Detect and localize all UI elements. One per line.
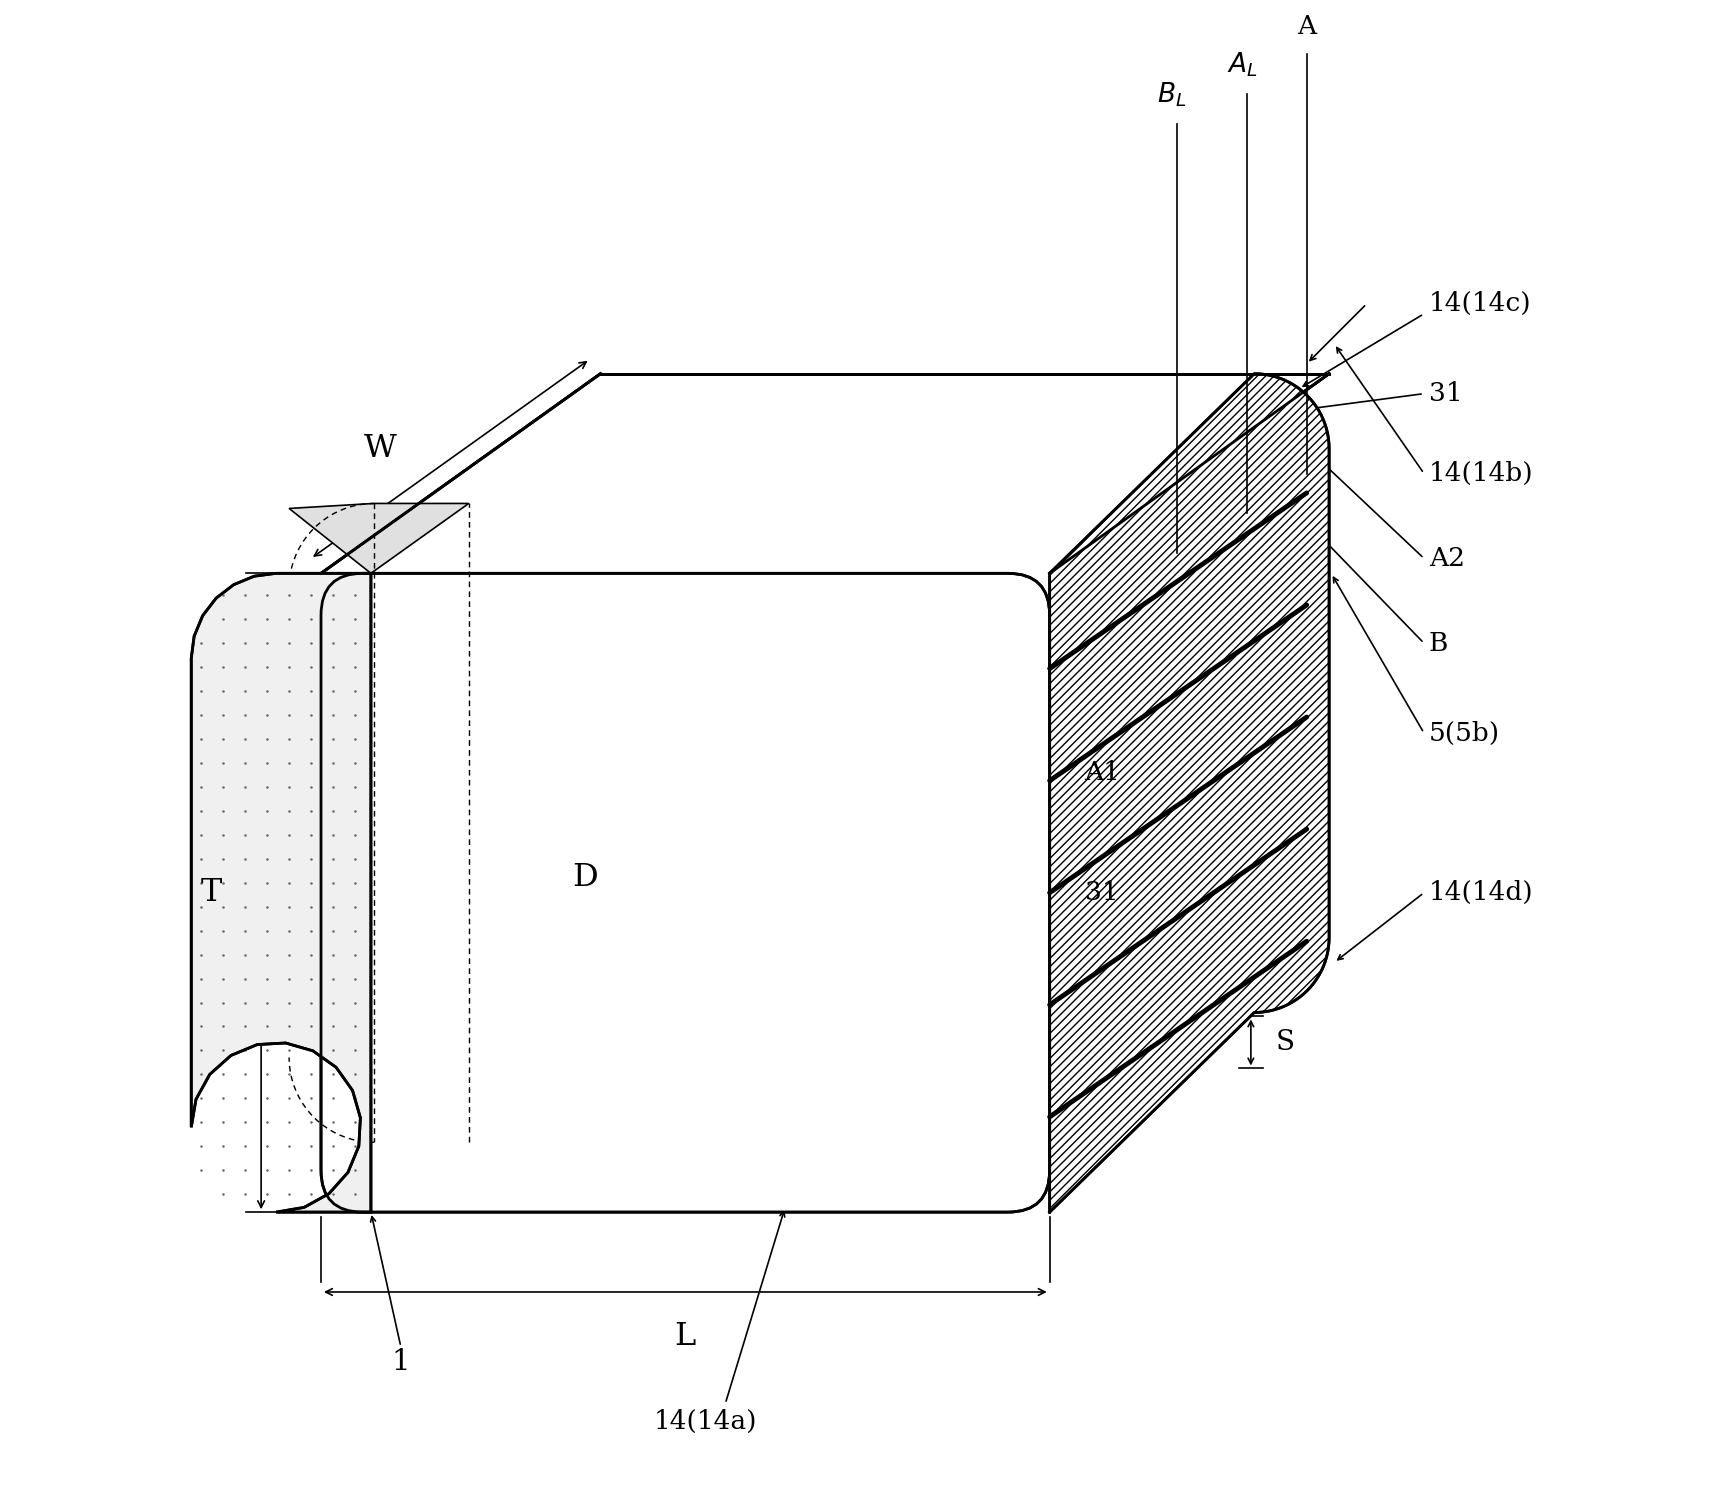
Text: 5(5b): 5(5b) bbox=[1428, 721, 1501, 745]
Text: 14(14d): 14(14d) bbox=[1428, 881, 1534, 905]
Text: $A_L$: $A_L$ bbox=[1226, 51, 1258, 79]
Text: L: L bbox=[674, 1321, 695, 1353]
Text: $B_L$: $B_L$ bbox=[1157, 81, 1187, 109]
Text: 14(14c): 14(14c) bbox=[1428, 291, 1532, 317]
Text: B: B bbox=[1428, 630, 1449, 655]
Polygon shape bbox=[321, 373, 1330, 573]
Text: A2: A2 bbox=[1428, 546, 1465, 570]
Text: 14(14b): 14(14b) bbox=[1428, 461, 1534, 487]
Polygon shape bbox=[1049, 373, 1330, 1212]
Text: A1: A1 bbox=[1085, 760, 1121, 785]
Polygon shape bbox=[1049, 373, 1330, 1212]
Text: W: W bbox=[364, 433, 397, 464]
Text: A: A bbox=[1297, 15, 1316, 39]
Polygon shape bbox=[290, 503, 469, 573]
Text: S: S bbox=[1276, 1029, 1295, 1056]
FancyBboxPatch shape bbox=[321, 573, 1049, 1212]
Text: T: T bbox=[200, 878, 223, 908]
Text: 1: 1 bbox=[392, 1348, 411, 1377]
Polygon shape bbox=[321, 573, 1049, 1212]
Polygon shape bbox=[191, 573, 371, 1212]
Text: 31: 31 bbox=[1085, 881, 1118, 905]
Text: 14(14a): 14(14a) bbox=[654, 1409, 757, 1435]
Polygon shape bbox=[321, 373, 1330, 573]
Text: 31: 31 bbox=[1428, 381, 1463, 406]
Text: D: D bbox=[573, 863, 599, 893]
